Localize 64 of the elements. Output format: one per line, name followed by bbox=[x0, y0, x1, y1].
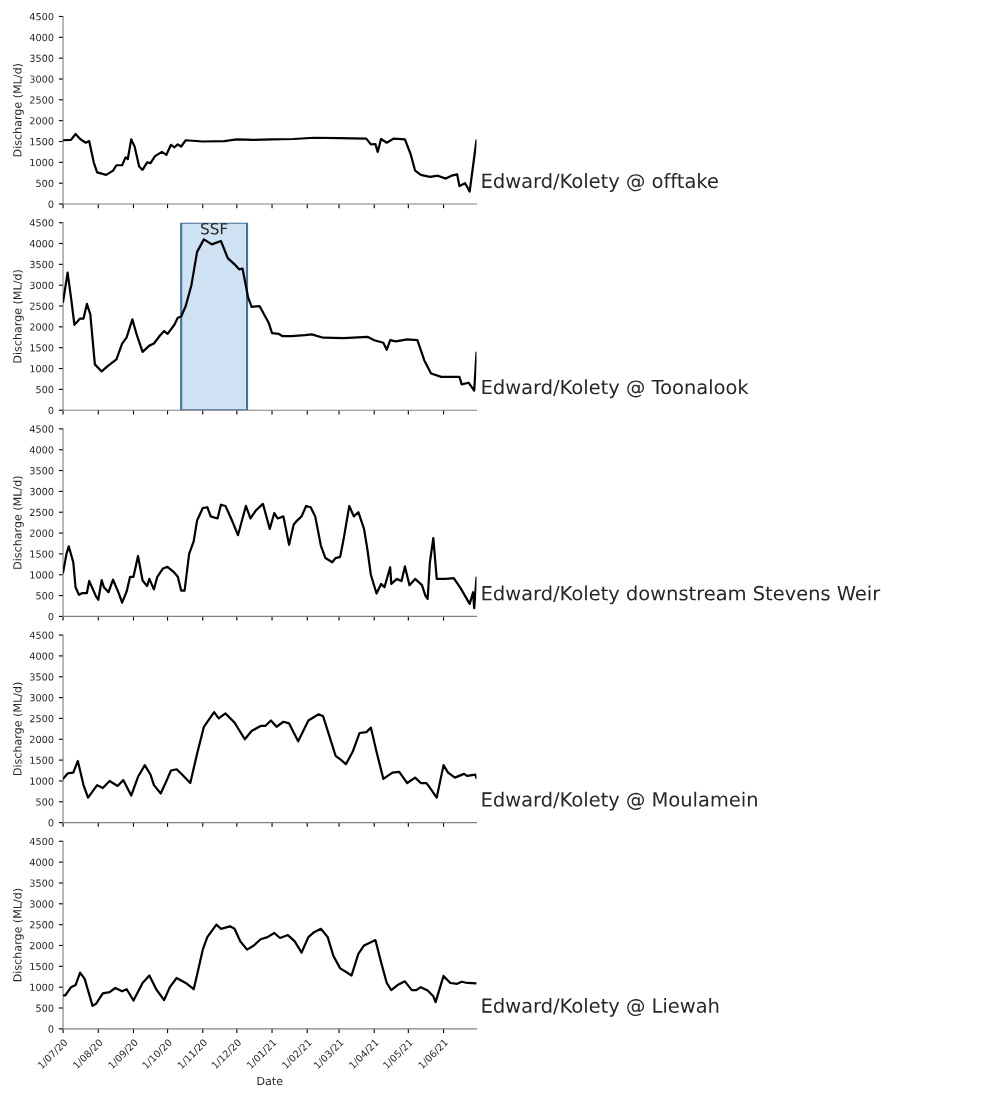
y-tick-label: 2500 bbox=[30, 508, 54, 517]
y-tick-label: 2000 bbox=[30, 323, 54, 331]
y-tick-label: 2500 bbox=[30, 714, 54, 723]
y-tick-label: 4500 bbox=[29, 219, 54, 227]
y-tick-label: 4000 bbox=[29, 239, 54, 248]
y-axis-title: Discharge (ML/d) bbox=[12, 888, 24, 982]
y-tick-label: 1000 bbox=[30, 571, 54, 579]
y-tick-label: 0 bbox=[48, 200, 54, 208]
y-tick-label: 1500 bbox=[30, 550, 54, 558]
y-tick-label: 3000 bbox=[30, 75, 54, 83]
y-axis-title: Discharge (ML/d) bbox=[12, 476, 24, 569]
y-tick-label: 1000 bbox=[30, 365, 54, 373]
y-tick-label: 3500 bbox=[30, 260, 54, 269]
y-tick-label: 3500 bbox=[30, 673, 54, 681]
y-axis-title: Discharge (ML/d) bbox=[12, 682, 24, 775]
y-tick-label: 1500 bbox=[30, 344, 54, 352]
y-tick-label: 0 bbox=[48, 819, 54, 827]
y-tick-label: 1000 bbox=[30, 777, 54, 785]
y-tick-label: 2500 bbox=[30, 302, 54, 310]
y-tick-label: 1000 bbox=[30, 158, 54, 167]
y-tick-label: 0 bbox=[48, 612, 54, 621]
y-tick-label: 2000 bbox=[30, 529, 54, 537]
y-tick-label: 3000 bbox=[30, 487, 54, 496]
y-tick-label: 4000 bbox=[29, 33, 54, 42]
y-tick-label: 4000 bbox=[29, 652, 54, 660]
y-tick-label: 3000 bbox=[30, 900, 54, 908]
y-tick-label: 1000 bbox=[30, 983, 54, 991]
y-tick-label: 4500 bbox=[29, 12, 54, 21]
y-tick-label: 4000 bbox=[29, 446, 54, 454]
band-label: SSF bbox=[201, 222, 228, 235]
y-tick-label: 4500 bbox=[29, 837, 54, 846]
y-tick-label: 2000 bbox=[30, 941, 54, 950]
y-tick-label: 4500 bbox=[29, 631, 54, 639]
y-tick-label: 3000 bbox=[30, 694, 54, 702]
text: Edward/Kolety @ Toonalook bbox=[482, 379, 749, 399]
y-axis-title: Discharge (ML/d) bbox=[12, 63, 24, 157]
y-tick-label: 4000 bbox=[29, 858, 54, 866]
y-tick-label: 3500 bbox=[30, 467, 54, 475]
y-tick-label: 4500 bbox=[29, 425, 54, 433]
y-tick-label: 0 bbox=[48, 406, 54, 415]
y-tick-label: 500 bbox=[36, 592, 54, 600]
y-tick-label: 2000 bbox=[30, 735, 54, 744]
line-series bbox=[63, 238, 477, 392]
y-tick-label: 3500 bbox=[30, 54, 54, 62]
text: Edward/Kolety @ Liewah bbox=[482, 997, 719, 1017]
y-tick-label: 500 bbox=[36, 798, 54, 806]
y-tick-label: 500 bbox=[36, 385, 54, 394]
x-axis-title: Date bbox=[257, 1076, 283, 1086]
y-tick-label: 2500 bbox=[30, 96, 54, 104]
y-tick-label: 3500 bbox=[30, 879, 54, 887]
y-tick-label: 2500 bbox=[30, 921, 54, 929]
y-tick-label: 1500 bbox=[30, 756, 54, 764]
text: Edward/Kolety @ Moulamein bbox=[482, 791, 757, 811]
y-tick-label: 1500 bbox=[30, 137, 54, 146]
y-axis-title: Discharge (ML/d) bbox=[12, 270, 24, 363]
y-tick-label: 2000 bbox=[30, 117, 54, 125]
y-tick-label: 500 bbox=[36, 1004, 54, 1012]
line-series bbox=[63, 923, 477, 1008]
y-tick-label: 3000 bbox=[30, 281, 54, 290]
y-tick-label: 0 bbox=[48, 1025, 54, 1033]
text: Edward/Kolety @ offtake bbox=[482, 173, 718, 192]
y-tick-label: 1500 bbox=[30, 962, 54, 971]
y-tick-label: 500 bbox=[36, 179, 54, 187]
text: Edward/Kolety downstream Stevens Weir bbox=[482, 585, 881, 605]
